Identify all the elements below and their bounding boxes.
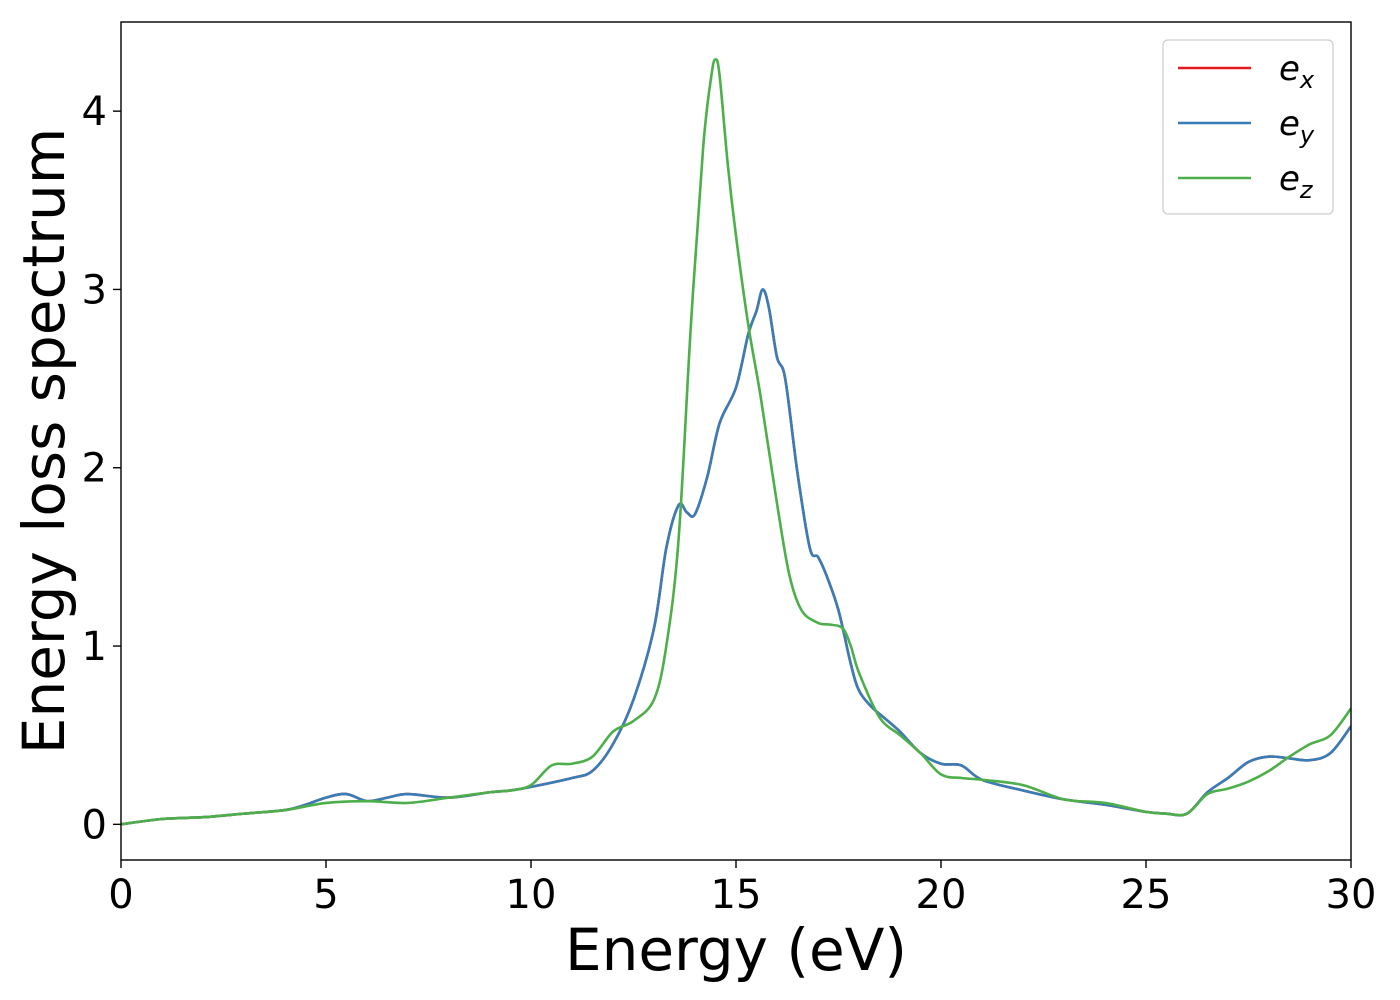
x-tick-label: 0 [108, 872, 133, 918]
x-tick-label: 5 [313, 872, 338, 918]
y-tick-label: 2 [82, 446, 107, 492]
x-tick-label: 15 [711, 872, 762, 918]
series-line-y [121, 288, 1351, 826]
x-tick-label: 30 [1326, 872, 1377, 918]
legend-label-y: ey [1279, 104, 1315, 149]
x-tick-label: 10 [506, 872, 557, 918]
legend-box [1162, 39, 1334, 215]
x-axis-title: Energy (eV) [565, 916, 907, 984]
y-tick-label: 0 [82, 802, 107, 848]
x-axis-ticks: 0 5 10 15 20 25 30 [108, 860, 1376, 918]
y-axis-ticks: 0 1 2 3 4 [82, 89, 121, 848]
series-line-x [121, 288, 1351, 826]
legend-label-z: ez [1279, 159, 1314, 204]
y-tick-label: 3 [82, 267, 107, 313]
plot-lines [121, 58, 1351, 826]
y-axis-title: Energy loss spectrum [10, 128, 78, 754]
series-line-z [121, 58, 1351, 826]
x-tick-label: 20 [916, 872, 967, 918]
legend: ex ey ez [1162, 39, 1334, 215]
x-tick-label: 25 [1121, 872, 1172, 918]
y-tick-label: 1 [82, 624, 107, 670]
legend-label-x: ex [1279, 49, 1315, 94]
y-tick-label: 4 [82, 89, 107, 135]
